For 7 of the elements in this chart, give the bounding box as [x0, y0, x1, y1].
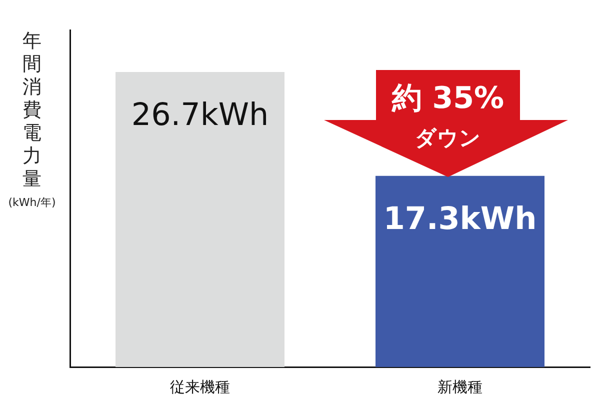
y-axis-title: 年間消費電力量 (kWh/年): [7, 30, 57, 210]
data-label: 17.3kWh: [383, 200, 537, 237]
x-tick-label: 従来機種: [170, 378, 230, 396]
annotation: ダウン: [415, 125, 481, 152]
x-tick-label: 新機種: [438, 378, 482, 396]
annotation: 約 35%: [392, 80, 504, 118]
data-label: 26.7kWh: [131, 97, 269, 134]
